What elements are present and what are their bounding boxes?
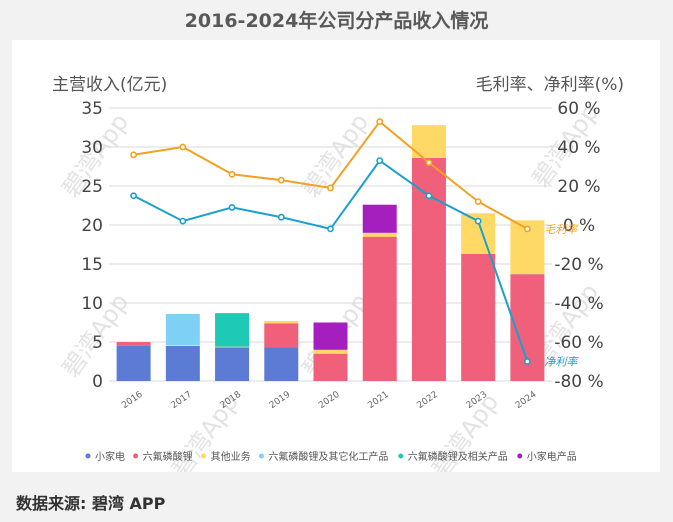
y-right-tick-label: -60 % <box>554 333 603 353</box>
legend-marker <box>201 453 207 459</box>
legend-label: 六氟磷酸锂及相关产品 <box>408 450 508 463</box>
x-tick-label: 2021 <box>366 390 390 411</box>
line-point <box>376 157 384 165</box>
legend-marker <box>258 453 264 459</box>
y-right-tick-label: 0 % <box>563 216 595 236</box>
y-left-tick-label: 25 <box>81 177 103 197</box>
chart-panel: 碧湾App碧湾App碧湾App碧湾App碧湾App碧湾App碧湾App碧湾App… <box>12 40 660 472</box>
line-point <box>327 225 334 233</box>
y-right-tick-label: 60 % <box>557 99 600 119</box>
legend-marker <box>398 453 404 459</box>
bar-segment <box>165 345 200 346</box>
line-point <box>425 192 433 200</box>
bar-segment <box>313 322 348 350</box>
bar-segment <box>313 349 348 354</box>
bar-segment <box>362 236 397 381</box>
line-point <box>474 217 482 225</box>
line-point <box>277 176 285 184</box>
y-right-tick-label: 20 % <box>557 177 600 197</box>
bar-segment <box>116 342 151 346</box>
y-right-tick-label: -20 % <box>554 255 603 275</box>
y-left-tick-label: 0 <box>92 372 103 392</box>
x-tick-label: 2022 <box>416 390 440 411</box>
y-right-tick-label: 40 % <box>557 138 600 158</box>
y-left-tick-label: 15 <box>81 255 103 275</box>
bar-segment <box>461 253 496 381</box>
legend-label: 六氟磷酸锂及其它化工产品 <box>268 450 388 463</box>
line-point <box>130 192 138 200</box>
chart-title: 2016-2024年公司分产品收入情况 <box>184 10 489 32</box>
line-point <box>277 213 285 221</box>
legend-label: 小家电产品 <box>527 450 577 463</box>
legend-label: 小家电 <box>95 450 125 463</box>
legend-marker <box>133 453 139 459</box>
y-left-tick-label: 30 <box>81 138 103 158</box>
bar-segment <box>411 157 446 381</box>
line-point <box>425 159 433 166</box>
bar-segment <box>165 313 200 346</box>
bar-segment <box>313 353 348 381</box>
y-axis-left-title: 主营收入(亿元) <box>52 75 167 95</box>
line-point <box>228 204 236 211</box>
bar-segment <box>116 345 151 381</box>
legend-marker <box>517 453 523 459</box>
line-point <box>523 225 531 233</box>
y-axis-right-title: 毛利率、净利率(%) <box>476 75 624 95</box>
y-right-tick-label: -40 % <box>554 294 603 314</box>
bar-segment <box>215 347 250 381</box>
watermark-text: 碧湾App <box>297 109 374 203</box>
combo-chart: 碧湾App碧湾App碧湾App碧湾App碧湾App碧湾App碧湾App碧湾App… <box>52 75 624 472</box>
bar-segment <box>264 320 299 324</box>
x-tick-label: 2017 <box>169 390 193 411</box>
source-note: 数据来源: 碧湾 APP <box>16 494 166 513</box>
line-end-label: 净利率 <box>544 356 579 369</box>
line-point <box>179 143 187 151</box>
line-point <box>376 118 384 126</box>
x-tick-label: 2016 <box>120 390 145 411</box>
bar-segment <box>165 345 200 381</box>
legend-label: 其他业务 <box>211 450 251 463</box>
x-tick-label: 2019 <box>268 390 293 411</box>
line-point <box>327 184 334 192</box>
y-left-tick-label: 20 <box>81 216 103 236</box>
y-left-tick-label: 10 <box>81 294 103 314</box>
line-point <box>228 170 236 178</box>
legend-marker <box>85 453 91 459</box>
y-left-tick-label: 35 <box>81 99 103 119</box>
bar-segment <box>264 323 299 348</box>
bar-segment <box>362 204 397 233</box>
line-point <box>523 358 531 365</box>
y-right-tick-label: -80 % <box>554 372 603 392</box>
x-tick-label: 2020 <box>317 390 342 411</box>
bar-segment <box>362 232 397 237</box>
bar-segment <box>215 346 250 348</box>
x-tick-label: 2024 <box>514 390 539 411</box>
line-point <box>130 151 138 159</box>
line-point <box>179 217 187 225</box>
y-left-tick-label: 5 <box>92 333 103 353</box>
line-point <box>474 198 482 205</box>
bar-segment <box>215 313 250 347</box>
line-end-label: 毛利率 <box>544 223 579 236</box>
legend-label: 六氟磷酸锂 <box>143 450 193 463</box>
bar-segment <box>264 347 299 381</box>
